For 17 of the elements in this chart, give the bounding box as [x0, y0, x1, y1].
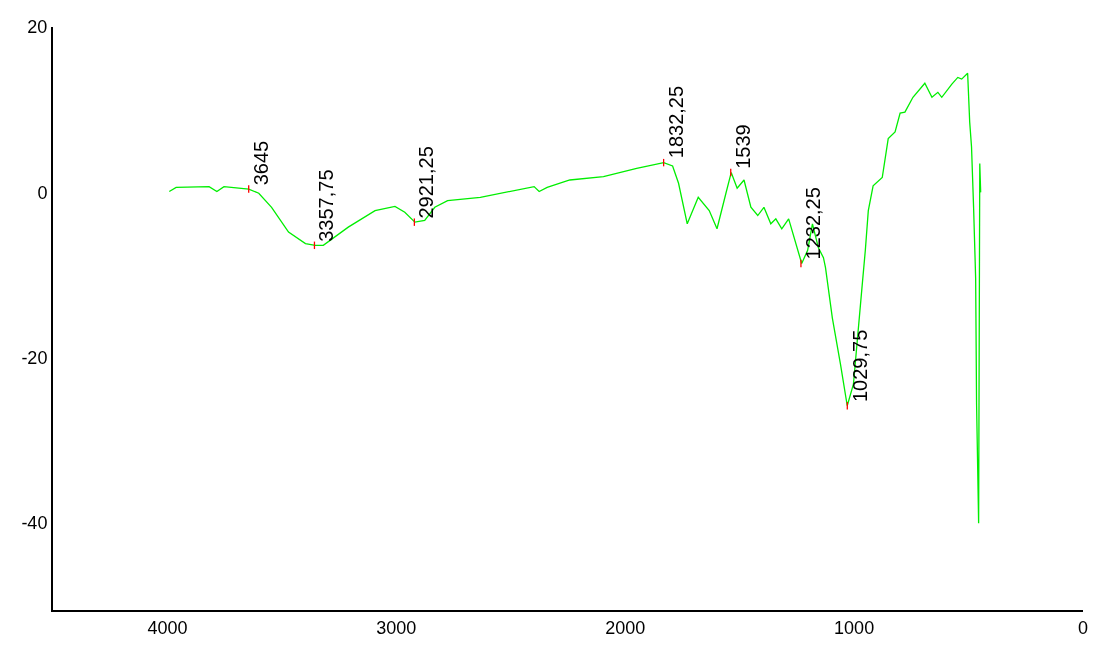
x-tick-label: 2000	[605, 617, 646, 638]
annotation: 1832,25	[665, 85, 687, 159]
x-tick-label: 4000	[147, 617, 188, 638]
x-tick-label: 3000	[376, 617, 417, 638]
x-tick-label: 1000	[834, 617, 875, 638]
annotation: 3645	[250, 140, 273, 186]
x-tick-label: 0	[1077, 617, 1089, 638]
annotation: 2921,25	[415, 146, 438, 219]
y-tick-label: 20	[27, 17, 48, 38]
y-tick-label: 0	[37, 182, 48, 203]
line-series	[168, 72, 982, 524]
annotation: 1539	[731, 124, 754, 169]
annotation: 1029,75	[848, 329, 871, 403]
annotation: 1232,25	[802, 187, 825, 260]
y-tick-label: -20	[21, 348, 48, 369]
y-tick-label: -40	[21, 513, 48, 534]
annotation: 3357,75	[315, 169, 338, 242]
